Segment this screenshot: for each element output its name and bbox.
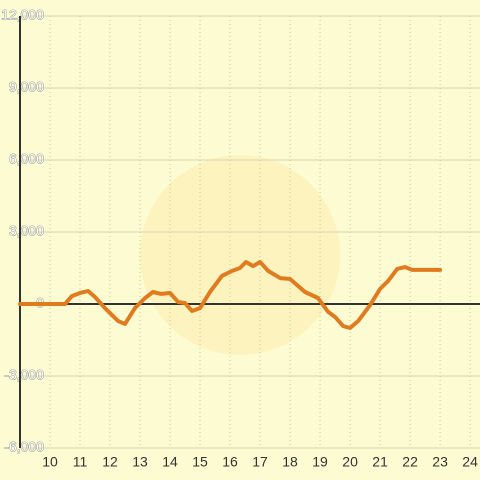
x-tick-label: 18	[282, 454, 298, 470]
x-tick-label: 20	[342, 454, 358, 470]
x-tick-label: 22	[402, 454, 418, 470]
x-tick-label: 19	[312, 454, 328, 470]
y-tick-label: -3,000	[4, 367, 44, 383]
x-tick-label: 23	[432, 454, 448, 470]
y-tick-label: 12,000	[1, 7, 44, 23]
x-tick-label: 24	[462, 454, 478, 470]
y-tick-label: -6,000	[4, 439, 44, 455]
x-tick-label: 17	[252, 454, 268, 470]
y-tick-label: 3,000	[9, 223, 44, 239]
x-tick-label: 10	[42, 454, 58, 470]
x-tick-label: 12	[102, 454, 118, 470]
x-tick-label: 15	[192, 454, 208, 470]
x-tick-label: 11	[73, 454, 88, 470]
x-tick-label: 16	[222, 454, 238, 470]
y-tick-label: 6,000	[9, 151, 44, 167]
x-tick-label: 14	[162, 454, 178, 470]
x-tick-label: 13	[132, 454, 148, 470]
y-tick-label: 9,000	[9, 79, 44, 95]
data-line	[18, 260, 443, 330]
x-tick-label: 21	[372, 454, 388, 470]
